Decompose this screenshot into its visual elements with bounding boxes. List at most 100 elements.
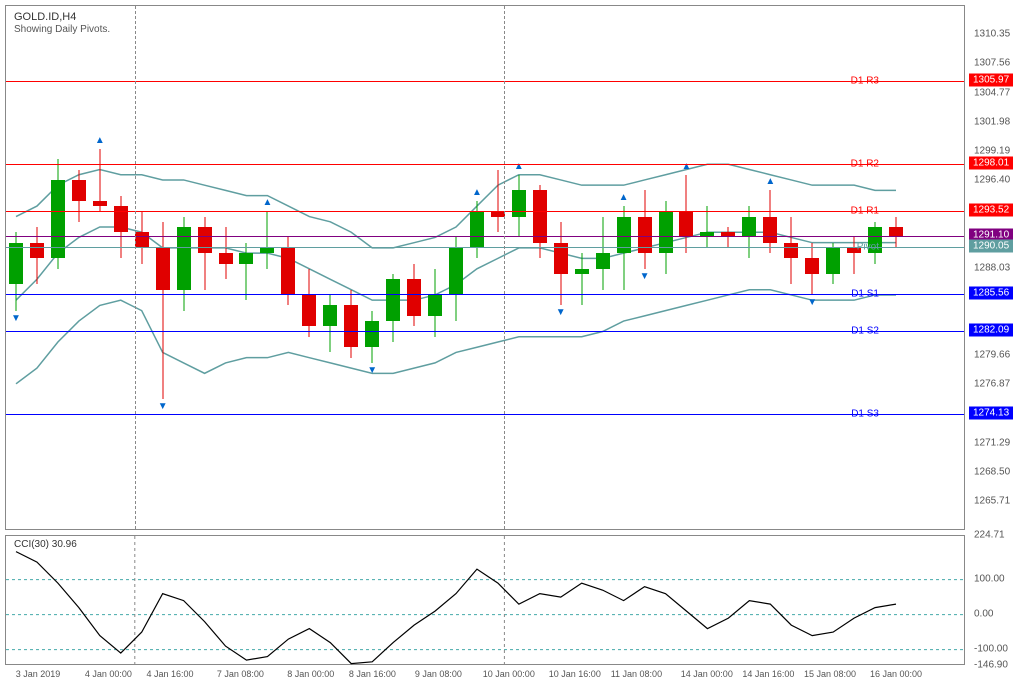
pivot-line: [6, 211, 964, 212]
price-tag: 1285.56: [969, 287, 1013, 300]
fractal-up-icon: ▲: [619, 192, 629, 203]
pivot-label: D1 S1: [851, 289, 879, 300]
cci-line: [16, 552, 896, 664]
candle: [889, 6, 903, 531]
current-price-line: [6, 236, 964, 237]
fractal-up-icon: ▲: [514, 161, 524, 172]
x-axis-label: 3 Jan 2019: [16, 669, 61, 679]
cci-axis: 224.71100.000.00-100.00-146.90: [969, 535, 1024, 665]
candle: [575, 6, 589, 531]
x-axis-label: 9 Jan 08:00: [415, 669, 462, 679]
candle: [617, 6, 631, 531]
candle: [365, 6, 379, 531]
fractal-down-icon: ▼: [158, 401, 168, 412]
y-axis-label: 1304.77: [974, 87, 1010, 98]
x-axis-label: 16 Jan 00:00: [870, 669, 922, 679]
candle: [302, 6, 316, 531]
pivot-line: [6, 331, 964, 332]
candle: [784, 6, 798, 531]
chart-title: GOLD.ID,H4: [14, 11, 76, 23]
pivot-label: D1 S3: [851, 408, 879, 419]
y-axis-label: 1279.66: [974, 350, 1010, 361]
pivot-label: Pivot: [857, 242, 879, 253]
fractal-down-icon: ▼: [367, 365, 377, 376]
cci-axis-label: -146.90: [974, 660, 1008, 671]
candle: [177, 6, 191, 531]
candle: [428, 6, 442, 531]
fractal-down-icon: ▼: [556, 307, 566, 318]
candle: [512, 6, 526, 531]
candle: [596, 6, 610, 531]
price-tag: 1305.97: [969, 73, 1013, 86]
candle: [30, 6, 44, 531]
x-axis-label: 10 Jan 16:00: [549, 669, 601, 679]
y-axis-label: 1265.71: [974, 495, 1010, 506]
x-axis-label: 14 Jan 00:00: [681, 669, 733, 679]
pivot-line: [6, 164, 964, 165]
candle: [51, 6, 65, 531]
pivot-line: [6, 294, 964, 295]
candle: [135, 6, 149, 531]
cci-axis-label: -100.00: [974, 643, 1008, 654]
cci-axis-label: 100.00: [974, 573, 1005, 584]
cci-label: CCI(30) 30.96: [14, 539, 77, 550]
price-tag: 1290.05: [969, 240, 1013, 253]
cci-indicator-chart[interactable]: CCI(30) 30.96 3 Jan 20194 Jan 00:004 Jan…: [5, 535, 965, 665]
candle: [826, 6, 840, 531]
price-axis: 1310.351307.561304.771301.981299.191296.…: [969, 5, 1024, 530]
candle: [198, 6, 212, 531]
fractal-up-icon: ▲: [472, 187, 482, 198]
candle: [323, 6, 337, 531]
x-axis-label: 15 Jan 08:00: [804, 669, 856, 679]
candle: [533, 6, 547, 531]
price-tag: 1274.13: [969, 406, 1013, 419]
y-axis-label: 1276.87: [974, 379, 1010, 390]
cci-axis-label: 224.71: [974, 530, 1005, 541]
candle: [554, 6, 568, 531]
candle: [219, 6, 233, 531]
y-axis-label: 1307.56: [974, 58, 1010, 69]
pivot-line: [6, 81, 964, 82]
candle: [156, 6, 170, 531]
candle: [721, 6, 735, 531]
chart-subtitle: Showing Daily Pivots.: [14, 24, 110, 35]
candle: [659, 6, 673, 531]
y-axis-label: 1301.98: [974, 116, 1010, 127]
candle: [260, 6, 274, 531]
y-axis-label: 1271.29: [974, 437, 1010, 448]
period-separator: [504, 6, 505, 529]
candle: [742, 6, 756, 531]
cci-axis-label: 0.00: [974, 608, 993, 619]
x-axis-label: 8 Jan 16:00: [349, 669, 396, 679]
candle: [449, 6, 463, 531]
pivot-label: D1 R1: [851, 206, 879, 217]
main-price-chart[interactable]: GOLD.ID,H4 Showing Daily Pivots. ▲▲▲▲▲▲▲…: [5, 5, 965, 530]
candle: [114, 6, 128, 531]
y-axis-label: 1299.19: [974, 145, 1010, 156]
period-separator: [135, 6, 136, 529]
candle: [407, 6, 421, 531]
fractal-down-icon: ▼: [11, 313, 21, 324]
pivot-label: D1 S2: [851, 325, 879, 336]
candle: [386, 6, 400, 531]
price-tag: 1293.52: [969, 204, 1013, 217]
fractal-up-icon: ▲: [765, 176, 775, 187]
x-axis-label: 4 Jan 16:00: [146, 669, 193, 679]
chart-container: GOLD.ID,H4 Showing Daily Pivots. ▲▲▲▲▲▲▲…: [0, 0, 1024, 683]
candle: [72, 6, 86, 531]
candle: [281, 6, 295, 531]
fractal-up-icon: ▲: [262, 197, 272, 208]
candle: [9, 6, 23, 531]
candle: [344, 6, 358, 531]
x-axis-label: 8 Jan 00:00: [287, 669, 334, 679]
candle: [491, 6, 505, 531]
candle: [763, 6, 777, 531]
pivot-label: D1 R3: [851, 75, 879, 86]
candle: [805, 6, 819, 531]
candle: [93, 6, 107, 531]
y-axis-label: 1288.03: [974, 262, 1010, 273]
pivot-label: D1 R2: [851, 159, 879, 170]
x-axis-label: 11 Jan 08:00: [611, 669, 662, 679]
fractal-down-icon: ▼: [640, 271, 650, 282]
candle: [638, 6, 652, 531]
